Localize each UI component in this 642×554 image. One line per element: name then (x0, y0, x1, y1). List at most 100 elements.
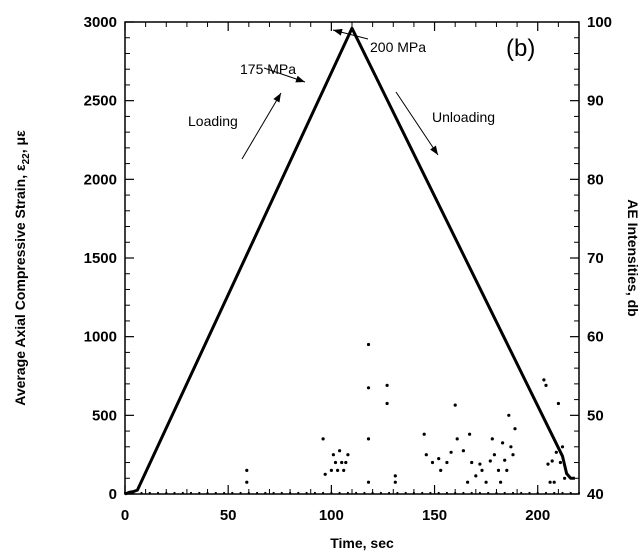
ae-point (556, 401, 561, 406)
ae-point (366, 386, 371, 390)
ae-baseline-point (189, 491, 193, 495)
ae-point (329, 468, 333, 472)
annotation-200mpa: 200 MPa (370, 39, 426, 55)
ae-baseline-point (511, 491, 515, 495)
ae-point (346, 453, 350, 457)
ae-point (453, 403, 457, 407)
ae-baseline-point (132, 491, 135, 495)
x-tick-label: 150 (422, 507, 447, 524)
plot-frame (124, 21, 580, 495)
ae-baseline-point (289, 491, 292, 495)
ae-baseline-point (470, 491, 473, 495)
ae-point (366, 437, 371, 441)
ae-point (466, 480, 470, 484)
y-left-tick-label: 0 (109, 486, 117, 503)
ae-point (548, 480, 552, 484)
ae-baseline-point (454, 491, 457, 495)
annotation-loading: Loading (188, 113, 238, 129)
ae-point (552, 480, 556, 484)
y-left-tick-label: 500 (92, 407, 117, 424)
strain-series (124, 26, 575, 496)
ae-baseline-point (569, 491, 572, 495)
ae-baseline-point (198, 491, 201, 495)
ae-point (336, 468, 340, 472)
ae-point (342, 468, 346, 472)
ae-point (439, 468, 443, 472)
ae-point (437, 457, 441, 461)
y-left-tick-label: 1000 (84, 329, 117, 346)
arrow-unloading-shaft (395, 91, 439, 156)
ae-baseline-point (322, 491, 325, 495)
x-axis-title: Time, sec (330, 535, 394, 551)
ae-baseline-point (421, 491, 424, 495)
ae-point (422, 432, 426, 436)
ae-point (496, 468, 501, 472)
ae-point (468, 432, 472, 436)
y-left-axis-title-subscript: 22 (21, 153, 32, 165)
ae-point (563, 476, 567, 480)
ae-baseline-point (355, 491, 358, 495)
y-right-tick-label: 50 (587, 407, 604, 424)
ae-point (344, 460, 348, 465)
ae-baseline-point (256, 491, 259, 495)
y-left-tick-label: 2000 (84, 171, 117, 188)
panel-label: (b) (506, 35, 535, 62)
ae-baseline-point (181, 491, 184, 495)
ae-baseline-point (156, 491, 160, 495)
ae-point (558, 460, 563, 465)
ae-baseline-point (495, 491, 498, 495)
ae-point (321, 437, 325, 441)
ae-point (560, 445, 565, 449)
arrow-loading-head (273, 93, 281, 103)
ae-baseline-point (379, 491, 382, 495)
y-left-axis-title: Average Axial Compressive Strain, ε22, μ… (12, 130, 32, 406)
ae-point (499, 480, 503, 484)
ae-point (323, 472, 327, 476)
ae-baseline-point (239, 491, 242, 495)
ae-point (503, 458, 507, 462)
arrow-unloading-head (430, 145, 438, 155)
ae-point (550, 459, 554, 463)
ae-point (366, 480, 371, 484)
ae-baseline-point (173, 491, 176, 495)
y-left-axis-title-main: Average Axial Compressive Strain, ε (12, 164, 28, 406)
strain-line (124, 26, 575, 496)
ae-point (333, 460, 338, 465)
ae-point (430, 460, 435, 465)
ae-point (478, 462, 482, 466)
ae-baseline-point (536, 491, 539, 495)
ae-point (554, 450, 558, 454)
ae-baseline-point (371, 491, 374, 495)
ae-baseline-point (520, 491, 523, 495)
y-left-tick-label: 3000 (84, 14, 117, 31)
ae-baseline-point (247, 491, 250, 495)
ae-baseline-point (305, 491, 308, 495)
ae-point (509, 445, 513, 449)
ae-point (366, 342, 371, 347)
x-tick-label: 0 (121, 507, 129, 524)
ae-intensity-series (123, 342, 581, 495)
ae-baseline-point (487, 491, 490, 495)
ae-baseline-point (561, 491, 564, 495)
ae-point (513, 427, 517, 431)
y-right-axis: 40 50 60 70 80 90 100 (570, 14, 612, 503)
ae-point (507, 413, 511, 417)
ae-baseline-point (412, 491, 415, 495)
ae-baseline-point (338, 491, 341, 495)
ae-baseline-point (396, 491, 399, 495)
arrow-loading-shaft (241, 92, 282, 160)
y-right-tick-label: 100 (587, 14, 612, 31)
arrow-200mpa-head (333, 28, 343, 36)
y-right-axis-title: AE Intensities, db (625, 199, 641, 316)
ae-baseline-point (206, 491, 209, 495)
x-tick-label: 100 (319, 507, 344, 524)
ae-baseline-point (264, 491, 267, 495)
y-left-tick-label: 1500 (84, 250, 117, 267)
ae-point (445, 460, 449, 465)
ae-point (424, 453, 428, 457)
ae-baseline-point (404, 491, 407, 495)
ae-baseline-point (280, 491, 283, 495)
ae-baseline-point (478, 491, 481, 495)
